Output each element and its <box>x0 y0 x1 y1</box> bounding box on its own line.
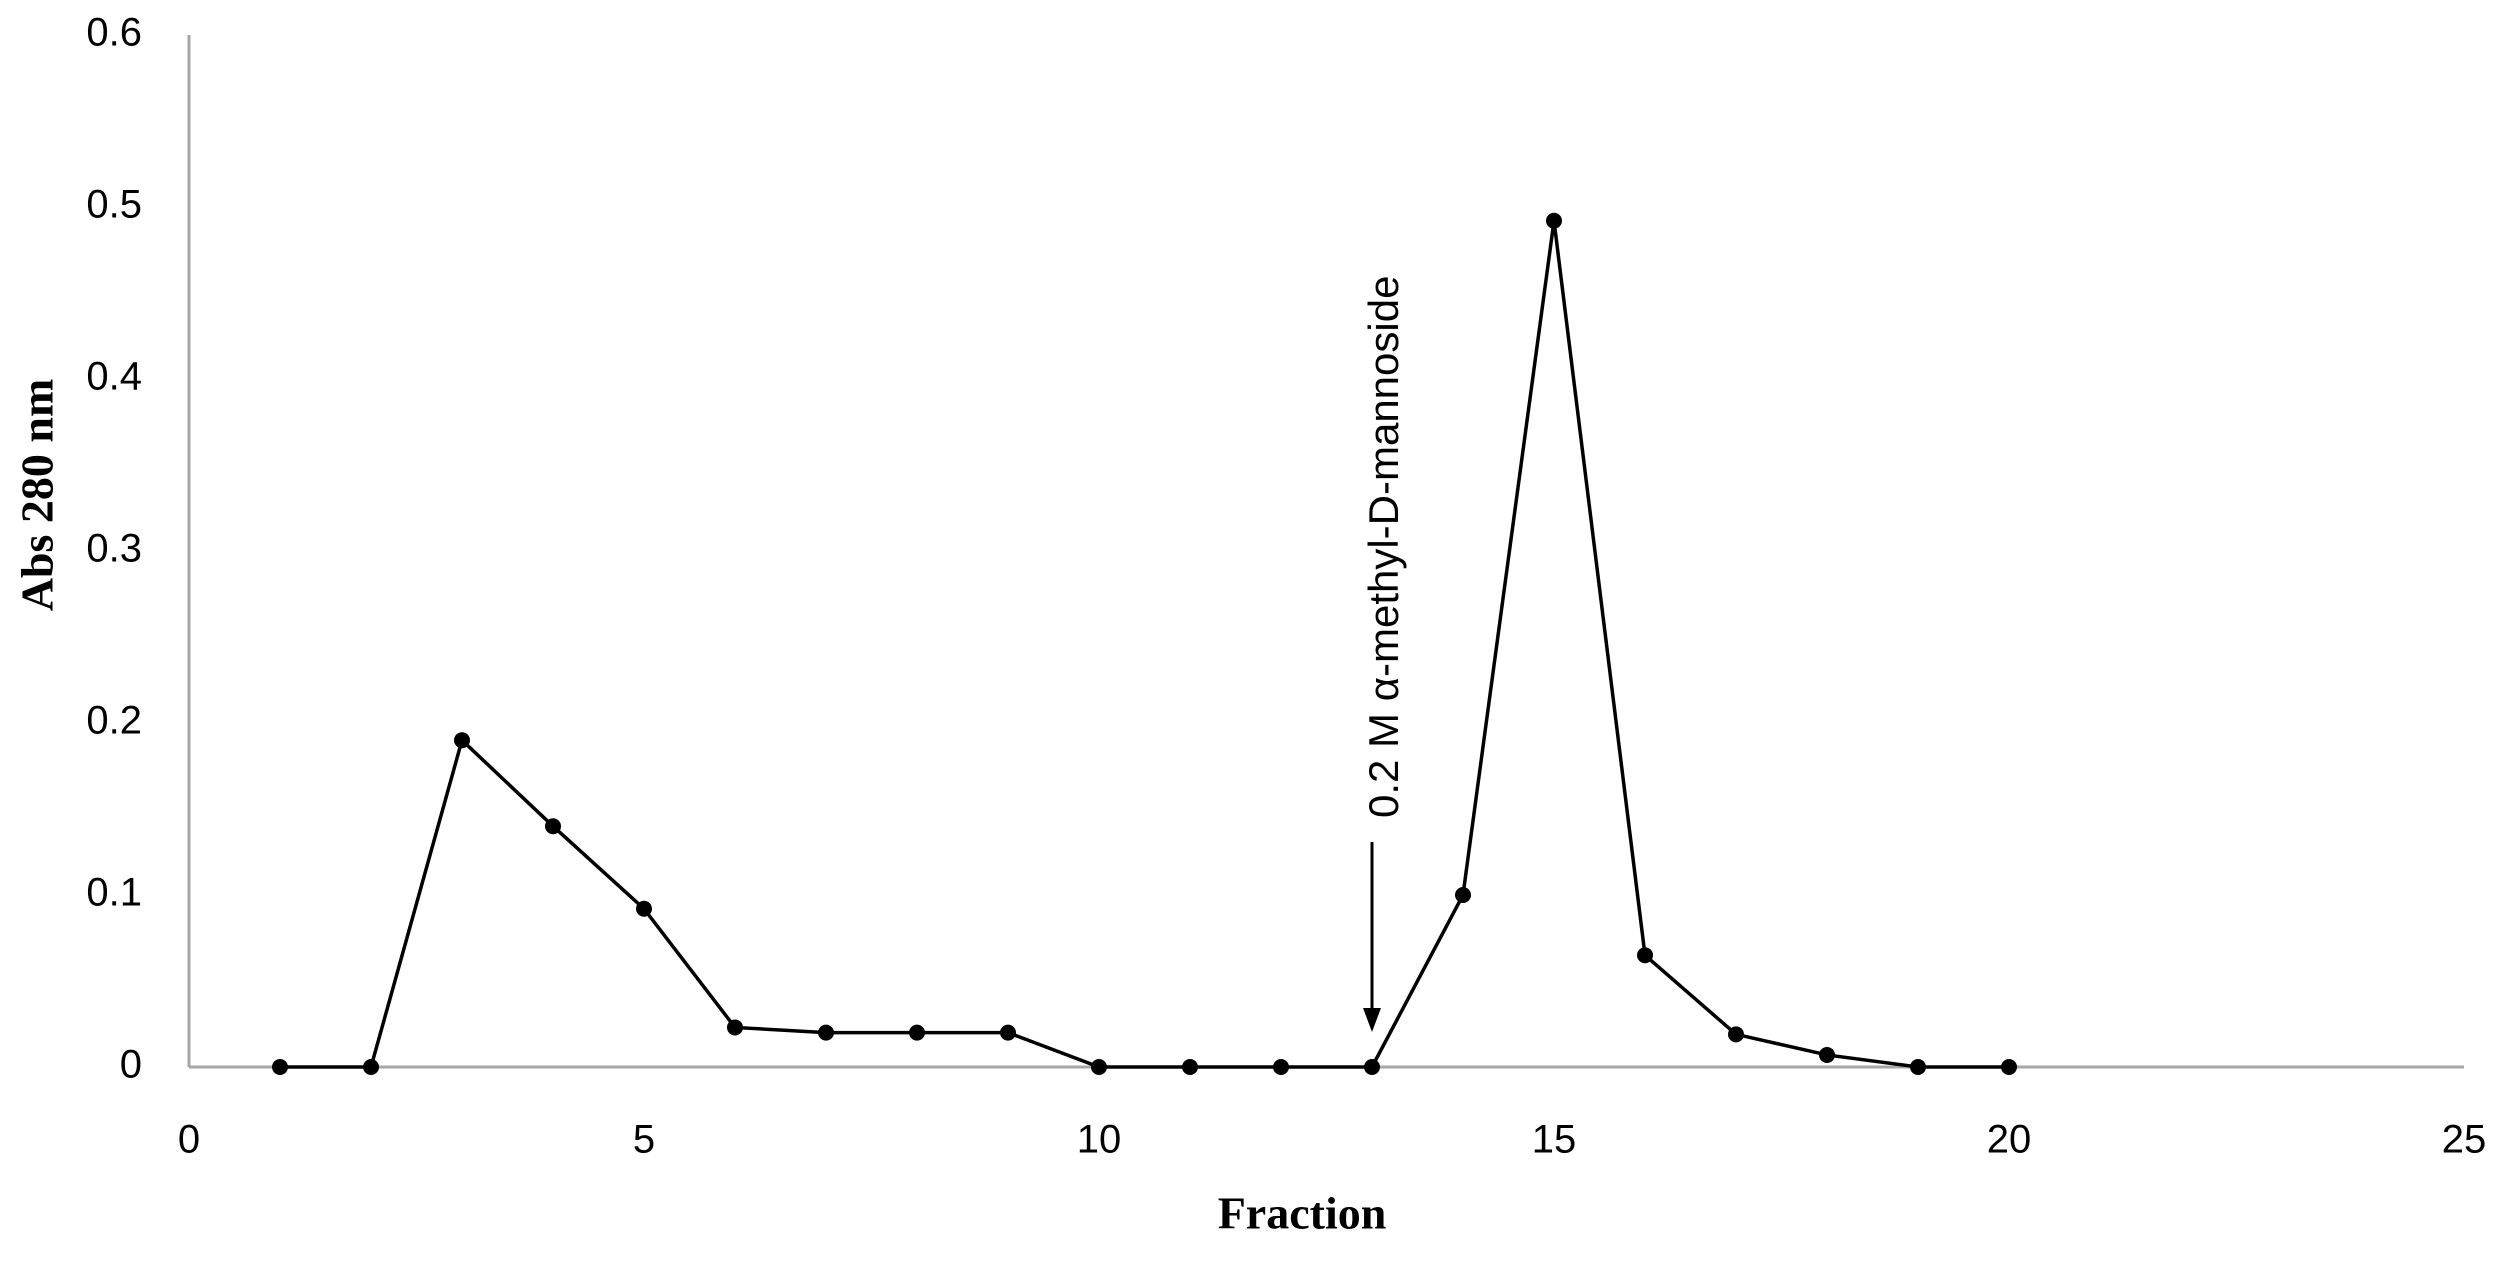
data-point <box>818 1024 834 1041</box>
data-point <box>363 1059 379 1075</box>
data-point <box>1546 212 1562 229</box>
data-point <box>727 1019 743 1036</box>
data-point <box>1182 1059 1198 1075</box>
y-tick-label: 0.6 <box>86 11 142 55</box>
data-point <box>545 818 561 835</box>
y-tick-label: 0.5 <box>86 183 142 227</box>
data-point <box>909 1024 925 1041</box>
annotation-text: 0.2 M α-methyl-D-mannoside <box>1360 276 1407 818</box>
data-point <box>272 1059 288 1075</box>
data-point <box>1273 1059 1289 1075</box>
y-tick-label: 0.3 <box>86 527 142 571</box>
data-point <box>2001 1059 2017 1075</box>
data-point <box>1637 947 1653 964</box>
x-tick-label: 25 <box>2442 1118 2487 1162</box>
data-point <box>1910 1059 1926 1075</box>
y-tick-label: 0.2 <box>86 699 142 743</box>
series-line <box>280 220 2009 1069</box>
y-tick-label: 0.1 <box>86 871 142 915</box>
x-tick-label: 0 <box>178 1118 200 1162</box>
data-point <box>1091 1059 1107 1075</box>
y-axis-title: Abs 280 nm <box>12 379 63 612</box>
data-point <box>454 732 470 749</box>
data-point <box>1728 1026 1744 1043</box>
x-tick-label: 10 <box>1077 1118 1122 1162</box>
data-point <box>636 900 652 917</box>
y-tick-label: 0.4 <box>86 355 142 399</box>
data-point <box>1819 1046 1835 1063</box>
annotation-arrowhead <box>1363 1008 1381 1032</box>
x-axis-title: Fraction <box>1218 1188 1387 1239</box>
data-point <box>1455 887 1471 903</box>
x-tick-label: 5 <box>633 1118 655 1162</box>
data-point <box>1000 1024 1016 1041</box>
x-tick-label: 20 <box>1987 1118 2032 1162</box>
x-tick-label: 15 <box>1532 1118 1577 1162</box>
data-point <box>1364 1059 1380 1075</box>
y-tick-label: 0 <box>120 1043 142 1087</box>
